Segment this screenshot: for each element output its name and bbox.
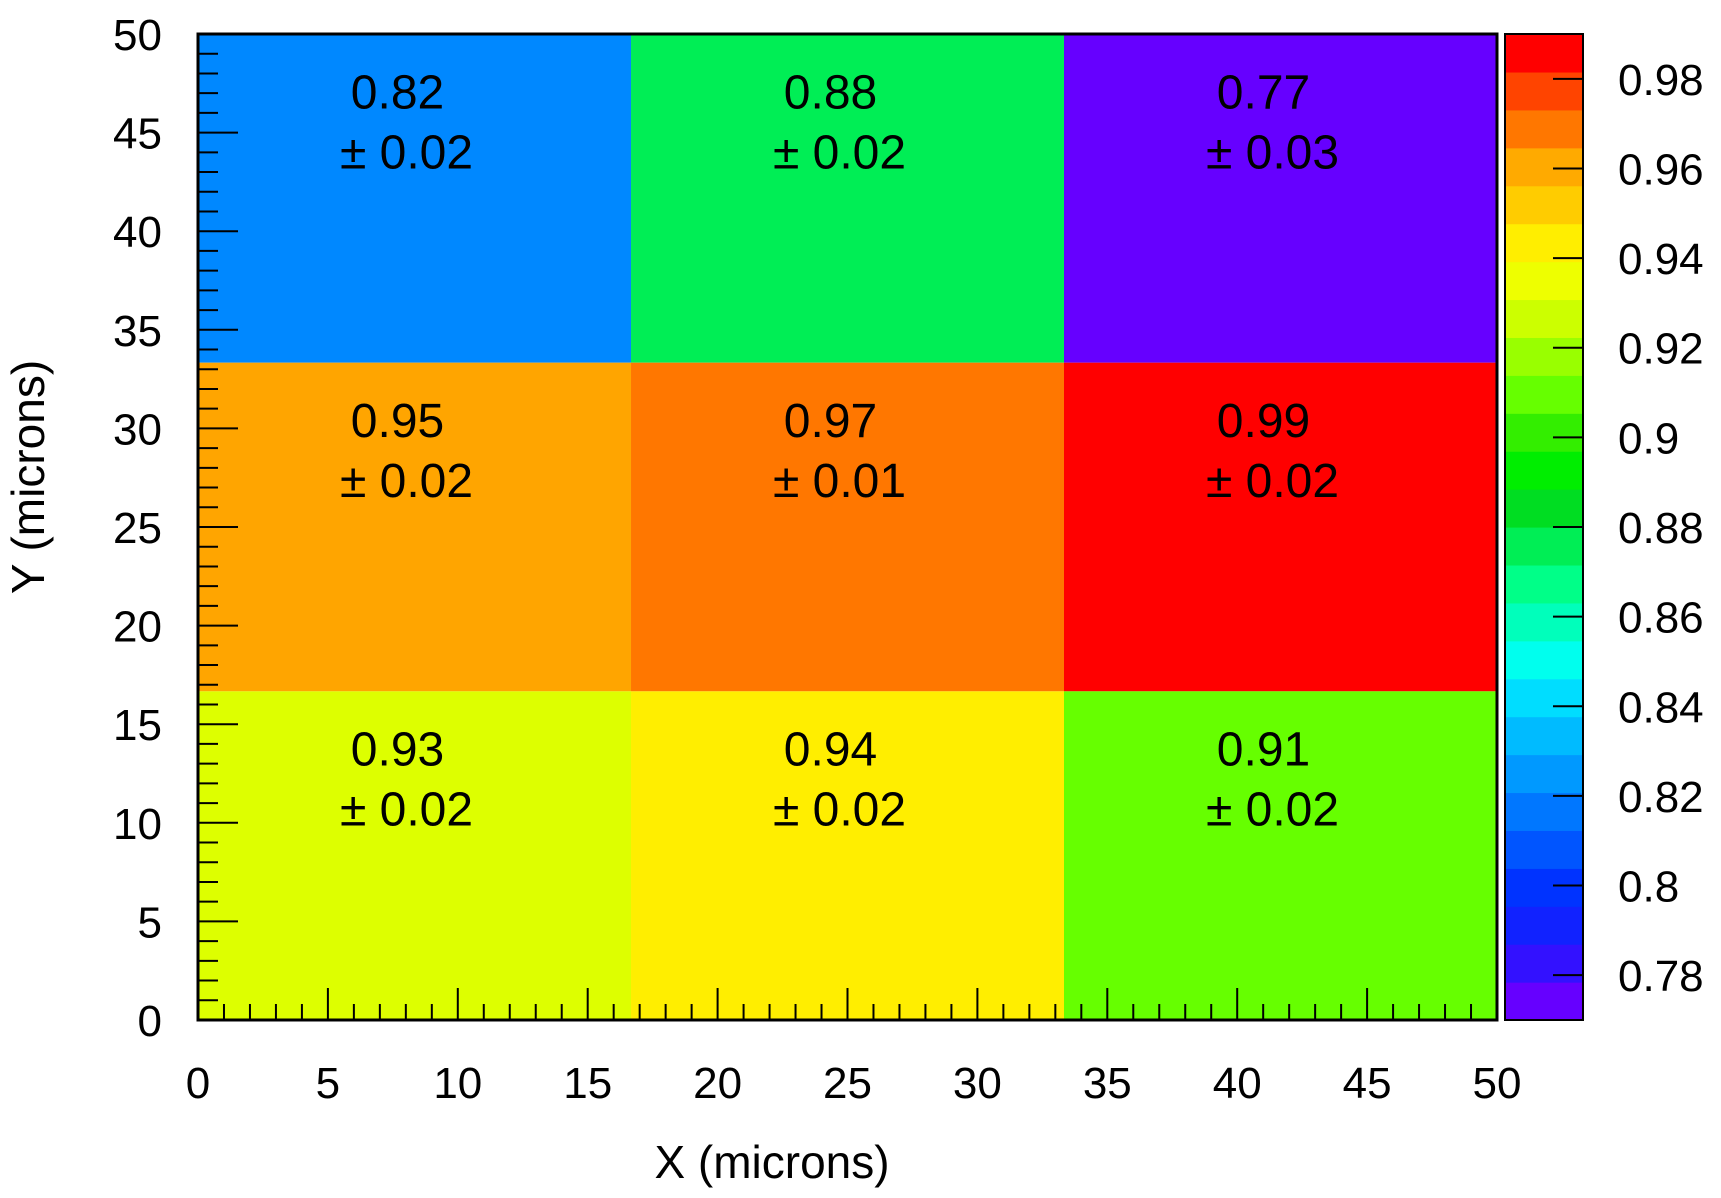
colorbar: 0.78 0.8 0.82 0.84 0.86 0.88 0.9 0.92 0.94 0.96 0.… <box>1504 33 1704 1021</box>
colorbar-segment <box>1505 109 1583 149</box>
colorbar-tick-label: 0.94 <box>1618 235 1704 284</box>
colorbar-segment <box>1505 147 1583 187</box>
colorbar-tick-label: 0.78 <box>1618 952 1704 1001</box>
x-tick-label: 50 <box>1473 1059 1522 1108</box>
y-tick-label: 20 <box>113 603 162 652</box>
y-tick-label: 15 <box>113 701 162 750</box>
heatmap-cell <box>631 691 1064 1020</box>
colorbar-segment <box>1505 223 1583 263</box>
colorbar-segment <box>1505 337 1583 376</box>
y-tick-label: 45 <box>113 110 162 159</box>
x-tick-label: 35 <box>1083 1059 1132 1108</box>
heatmap-cell <box>631 362 1064 692</box>
colorbar-segment <box>1505 792 1583 831</box>
cell-error-label: ± 0.01 <box>773 455 906 508</box>
colorbar-segment <box>1505 982 1583 1021</box>
colorbar-segment <box>1505 261 1583 301</box>
colorbar-tick-label: 0.88 <box>1618 504 1704 553</box>
colorbar-tick-label: 0.92 <box>1618 325 1704 374</box>
heatmap-cell <box>1063 362 1497 692</box>
y-tick-label: 25 <box>113 504 162 553</box>
cell-error-label: ± 0.02 <box>773 784 906 837</box>
x-tick-label: 45 <box>1343 1059 1392 1108</box>
colorbar-segment <box>1505 906 1583 945</box>
colorbar-tick-label: 0.96 <box>1618 145 1704 194</box>
y-tick-label: 35 <box>113 307 162 356</box>
cell-value-label: 0.91 <box>1217 724 1310 777</box>
y-tick-label: 30 <box>113 405 162 454</box>
cell-value-label: 0.88 <box>784 66 877 119</box>
cell-value-label: 0.99 <box>1217 395 1310 448</box>
cell-error-label: ± 0.03 <box>1206 126 1339 179</box>
heatmap-cell <box>1063 34 1497 363</box>
cell-value-label: 0.95 <box>351 395 444 448</box>
heatmap-cell <box>631 34 1064 363</box>
colorbar-segment <box>1505 944 1583 983</box>
colorbar-segment <box>1505 602 1583 642</box>
x-axis-title: X (microns) <box>654 1136 889 1188</box>
heatmap-cell <box>198 34 632 363</box>
cell-value-label: 0.77 <box>1217 66 1310 119</box>
colorbar-segment <box>1505 868 1583 907</box>
colorbar-segment <box>1505 489 1583 528</box>
x-tick-label: 30 <box>953 1059 1002 1108</box>
cell-error-label: ± 0.02 <box>340 455 473 508</box>
colorbar-segment <box>1505 451 1583 490</box>
colorbar-segment <box>1505 678 1583 718</box>
axis-ticks <box>197 33 1498 1021</box>
cell-value-label: 0.82 <box>351 66 444 119</box>
colorbar-tick-label: 0.8 <box>1618 863 1679 912</box>
colorbar-segment <box>1505 375 1583 414</box>
cell-value-label: 0.97 <box>784 395 877 448</box>
colorbar-segment <box>1505 640 1583 680</box>
colorbar-segment <box>1505 830 1583 869</box>
cell-error-label: ± 0.02 <box>1206 784 1339 837</box>
y-tick-label: 10 <box>113 800 162 849</box>
colorbar-segment <box>1505 299 1583 338</box>
cell-value-label: 0.93 <box>351 724 444 777</box>
colorbar-segment <box>1505 34 1583 73</box>
x-tick-label: 0 <box>186 1059 210 1108</box>
axis-tick-labels: 0 5 10 15 20 25 30 35 40 45 50 0 5 10 15 20 25 30 35 40 45 50 <box>113 11 1521 1108</box>
colorbar-segment <box>1505 564 1583 604</box>
x-tick-label: 40 <box>1213 1059 1262 1108</box>
x-tick-label: 10 <box>433 1059 482 1108</box>
y-tick-label: 50 <box>113 11 162 60</box>
colorbar-tick-label: 0.84 <box>1618 683 1704 732</box>
colorbar-segment <box>1505 71 1583 111</box>
colorbar-tick-label: 0.86 <box>1618 594 1704 643</box>
x-tick-label: 20 <box>693 1059 742 1108</box>
x-tick-label: 25 <box>823 1059 872 1108</box>
colorbar-tick-label: 0.98 <box>1618 56 1704 105</box>
y-tick-label: 5 <box>138 898 162 947</box>
colorbar-segment <box>1505 185 1583 225</box>
heatmap-cell <box>198 362 632 692</box>
heatmap-cell <box>1063 691 1497 1020</box>
cell-error-label: ± 0.02 <box>1206 455 1339 508</box>
x-tick-label: 5 <box>316 1059 340 1108</box>
cell-value-label: 0.94 <box>784 724 877 777</box>
y-axis-title: Y (microns) <box>2 360 54 594</box>
cell-error-label: ± 0.02 <box>340 784 473 837</box>
y-tick-label: 40 <box>113 208 162 257</box>
colorbar-segment <box>1505 413 1583 452</box>
colorbar-segment <box>1505 716 1583 756</box>
cell-error-label: ± 0.02 <box>340 126 473 179</box>
colorbar-segment <box>1505 527 1583 566</box>
colorbar-segment <box>1505 754 1583 794</box>
colorbar-tick-label: 0.9 <box>1618 414 1679 463</box>
colorbar-tick-label: 0.82 <box>1618 773 1704 822</box>
cell-error-label: ± 0.02 <box>773 126 906 179</box>
x-tick-label: 15 <box>563 1059 612 1108</box>
heatmap-cell <box>198 691 632 1020</box>
y-tick-label: 0 <box>138 997 162 1046</box>
heatmap-cells: 0.82 ± 0.02 0.88 ± 0.02 0.77 ± 0.03 0.95 ± 0.02… <box>198 34 1497 1020</box>
